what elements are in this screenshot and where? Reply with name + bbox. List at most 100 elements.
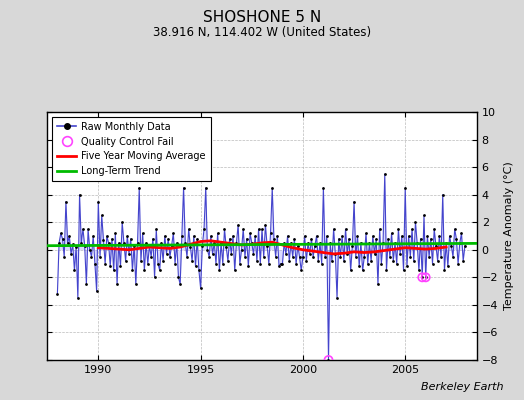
Point	[96, 254, 104, 260]
Point	[213, 230, 222, 236]
Point	[420, 212, 428, 218]
Point	[331, 251, 340, 257]
Point	[421, 274, 430, 280]
Point	[138, 230, 147, 236]
Point	[237, 246, 246, 253]
Point	[232, 240, 241, 246]
Point	[130, 242, 138, 249]
Point	[122, 258, 130, 264]
Point	[116, 263, 125, 270]
Point	[99, 237, 107, 243]
Point	[418, 274, 427, 280]
Point	[380, 171, 389, 177]
Point	[72, 244, 80, 250]
Point	[176, 281, 184, 288]
Point	[439, 192, 447, 198]
Point	[186, 244, 194, 250]
Point	[145, 242, 154, 249]
Point	[77, 240, 85, 246]
Point	[425, 254, 433, 260]
Point	[406, 254, 414, 260]
Point	[190, 233, 198, 239]
Point	[383, 267, 391, 274]
Point	[451, 226, 459, 232]
Point	[312, 233, 321, 239]
Point	[193, 236, 201, 242]
Point	[104, 240, 113, 246]
Point	[311, 242, 319, 249]
Point	[440, 267, 449, 274]
Point	[345, 236, 353, 242]
Point	[292, 260, 300, 267]
Point	[370, 251, 379, 257]
Point	[401, 184, 409, 191]
Point	[318, 260, 326, 267]
Point	[408, 226, 416, 232]
Point	[387, 230, 396, 236]
Point	[231, 267, 239, 274]
Point	[376, 226, 384, 232]
Point	[152, 226, 160, 232]
Point	[195, 267, 203, 274]
Point	[125, 251, 133, 257]
Point	[374, 281, 382, 288]
Point	[164, 236, 172, 242]
Point	[84, 226, 92, 232]
Point	[246, 230, 254, 236]
Point	[333, 295, 341, 301]
Point	[299, 254, 307, 260]
Point	[362, 230, 370, 236]
Point	[369, 233, 377, 239]
Point	[379, 240, 387, 246]
Point	[357, 240, 365, 246]
Point	[188, 258, 196, 264]
Point	[110, 267, 118, 274]
Point	[171, 260, 179, 267]
Point	[60, 254, 69, 260]
Point	[58, 236, 67, 242]
Point	[399, 267, 408, 274]
Point	[293, 242, 302, 249]
Point	[249, 251, 258, 257]
Point	[321, 254, 329, 260]
Point	[97, 212, 106, 218]
Point	[396, 251, 405, 257]
Point	[319, 184, 328, 191]
Point	[340, 258, 348, 264]
Point	[183, 254, 191, 260]
Point	[65, 233, 73, 239]
Point	[198, 242, 206, 249]
Point	[157, 240, 166, 246]
Point	[200, 226, 208, 232]
Point	[205, 254, 213, 260]
Point	[435, 233, 443, 239]
Point	[326, 240, 334, 246]
Point	[128, 267, 137, 274]
Point	[67, 251, 75, 257]
Point	[300, 233, 309, 239]
Point	[147, 254, 155, 260]
Point	[413, 240, 421, 246]
Point	[346, 267, 355, 274]
Point	[427, 236, 435, 242]
Point	[414, 267, 423, 274]
Point	[355, 263, 363, 270]
Point	[338, 233, 346, 239]
Point	[330, 226, 338, 232]
Point	[455, 240, 464, 246]
Point	[181, 240, 190, 246]
Point	[103, 233, 111, 239]
Point	[445, 233, 454, 239]
Point	[336, 254, 345, 260]
Point	[169, 230, 178, 236]
Point	[386, 254, 394, 260]
Point	[265, 260, 273, 267]
Point	[162, 251, 171, 257]
Point	[256, 260, 265, 267]
Point	[334, 236, 343, 242]
Point	[259, 254, 268, 260]
Point	[275, 263, 283, 270]
Point	[266, 230, 275, 236]
Point	[184, 226, 193, 232]
Point	[449, 254, 457, 260]
